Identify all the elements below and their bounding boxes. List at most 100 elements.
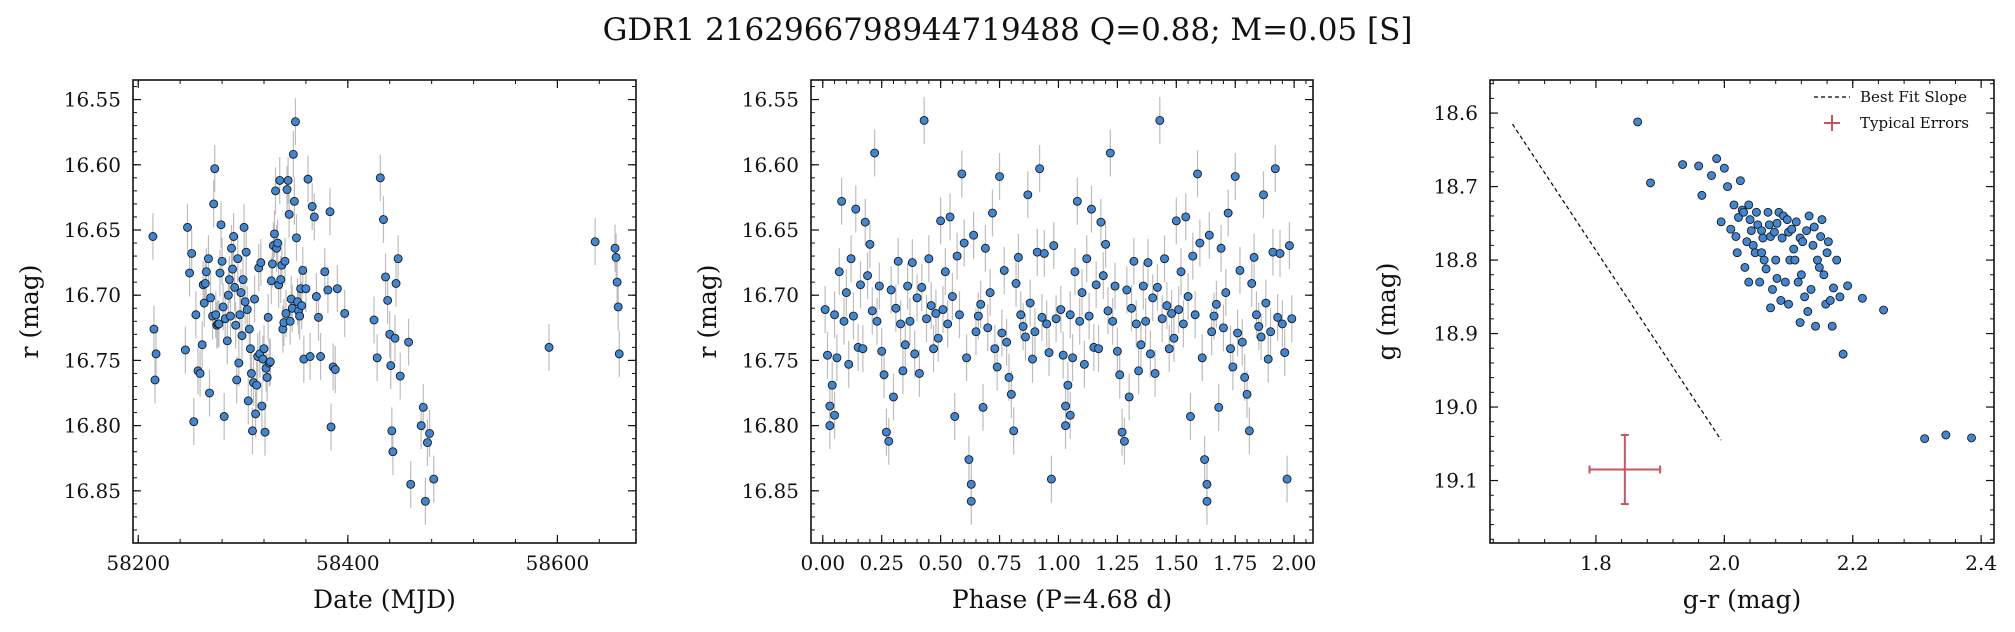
data-point bbox=[311, 292, 321, 301]
data-point bbox=[1122, 285, 1132, 295]
data-point bbox=[1174, 305, 1184, 314]
data-point bbox=[199, 298, 209, 308]
data-point bbox=[332, 284, 342, 294]
data-point bbox=[1049, 241, 1059, 251]
data-point bbox=[240, 297, 250, 307]
data-point bbox=[823, 350, 832, 360]
data-point bbox=[1075, 316, 1085, 326]
data-point bbox=[252, 380, 262, 390]
data-point bbox=[1129, 256, 1139, 266]
data-point bbox=[238, 275, 248, 284]
data-point bbox=[1920, 434, 1930, 444]
data-point bbox=[214, 319, 224, 329]
data-point bbox=[1157, 314, 1167, 324]
data-point bbox=[1169, 333, 1179, 343]
data-point bbox=[1879, 305, 1889, 315]
data-point bbox=[978, 402, 988, 412]
data-point bbox=[1202, 479, 1212, 489]
data-point bbox=[248, 426, 257, 436]
data-point bbox=[851, 204, 861, 214]
y-tick-label: 16.70 bbox=[64, 283, 121, 307]
data-point bbox=[1143, 258, 1153, 268]
data-point bbox=[297, 301, 307, 311]
data-point bbox=[1004, 372, 1014, 382]
data-point bbox=[218, 302, 228, 312]
data-point bbox=[1002, 337, 1012, 347]
data-point bbox=[1103, 306, 1113, 316]
x-tick-label: 1.00 bbox=[1036, 551, 1081, 575]
data-point bbox=[320, 267, 330, 277]
data-point bbox=[1200, 455, 1210, 464]
data-point bbox=[1254, 322, 1264, 331]
data-point bbox=[879, 370, 889, 380]
data-point bbox=[1806, 285, 1816, 294]
data-point bbox=[388, 447, 398, 457]
data-point bbox=[205, 388, 214, 398]
data-point bbox=[1091, 280, 1101, 290]
plot-area-color-magnitude bbox=[1511, 117, 1976, 506]
data-point bbox=[1261, 298, 1271, 308]
data-point bbox=[1164, 344, 1174, 354]
data-point bbox=[1764, 220, 1774, 230]
data-point bbox=[1822, 248, 1832, 258]
data-point bbox=[283, 175, 293, 185]
y-tick-label: 19.0 bbox=[1433, 395, 1478, 419]
data-point bbox=[1816, 232, 1826, 241]
data-point bbox=[1772, 273, 1782, 283]
data-point bbox=[245, 344, 255, 354]
data-point bbox=[1712, 154, 1722, 164]
y-tick-label: 16.60 bbox=[64, 153, 121, 177]
data-point bbox=[226, 311, 235, 321]
data-point bbox=[423, 438, 432, 448]
data-point bbox=[1063, 380, 1073, 390]
data-point bbox=[262, 372, 272, 382]
data-point bbox=[197, 340, 207, 350]
x-tick-label: 0.75 bbox=[977, 551, 1022, 575]
data-point bbox=[1746, 226, 1756, 236]
data-point bbox=[912, 293, 922, 303]
figure-title: GDR1 2162966798944719488 Q=0.88; M=0.05 … bbox=[602, 12, 1413, 48]
data-point bbox=[1827, 321, 1837, 331]
data-point bbox=[1214, 402, 1224, 412]
data-point bbox=[1739, 207, 1749, 217]
data-point bbox=[1843, 281, 1853, 291]
y-tick-label: 18.8 bbox=[1433, 248, 1478, 272]
data-point bbox=[1796, 270, 1806, 280]
data-point bbox=[1087, 204, 1096, 214]
data-point bbox=[1068, 353, 1078, 363]
y-tick-label: 16.80 bbox=[742, 414, 799, 438]
data-point bbox=[1110, 281, 1120, 291]
data-point bbox=[1176, 267, 1186, 277]
data-point bbox=[1230, 172, 1240, 181]
data-point bbox=[231, 320, 241, 330]
data-point bbox=[999, 265, 1009, 275]
data-point bbox=[929, 344, 939, 354]
x-tick-label: 1.8 bbox=[1580, 551, 1612, 575]
data-point bbox=[1784, 299, 1793, 309]
data-point bbox=[267, 259, 277, 269]
data-point bbox=[330, 365, 340, 374]
data-point bbox=[1065, 410, 1075, 420]
data-point bbox=[1766, 303, 1776, 313]
data-point bbox=[898, 366, 908, 376]
data-point bbox=[1755, 277, 1765, 287]
data-point bbox=[1108, 316, 1118, 326]
data-point bbox=[266, 276, 276, 286]
y-tick-label: 16.75 bbox=[64, 348, 121, 372]
data-point bbox=[945, 212, 955, 222]
y-tick-label: 19.1 bbox=[1433, 469, 1478, 493]
data-point bbox=[837, 196, 847, 206]
data-point bbox=[227, 243, 236, 253]
data-point bbox=[148, 232, 158, 241]
data-point bbox=[1814, 262, 1824, 272]
data-point bbox=[1032, 247, 1042, 257]
data-point bbox=[265, 357, 275, 367]
data-point bbox=[387, 426, 397, 436]
data-point bbox=[1793, 277, 1803, 287]
data-point bbox=[1731, 232, 1741, 241]
data-point bbox=[260, 427, 270, 437]
data-point bbox=[1282, 474, 1292, 484]
data-point bbox=[931, 309, 941, 318]
data-point bbox=[246, 369, 256, 378]
data-point bbox=[241, 247, 251, 257]
